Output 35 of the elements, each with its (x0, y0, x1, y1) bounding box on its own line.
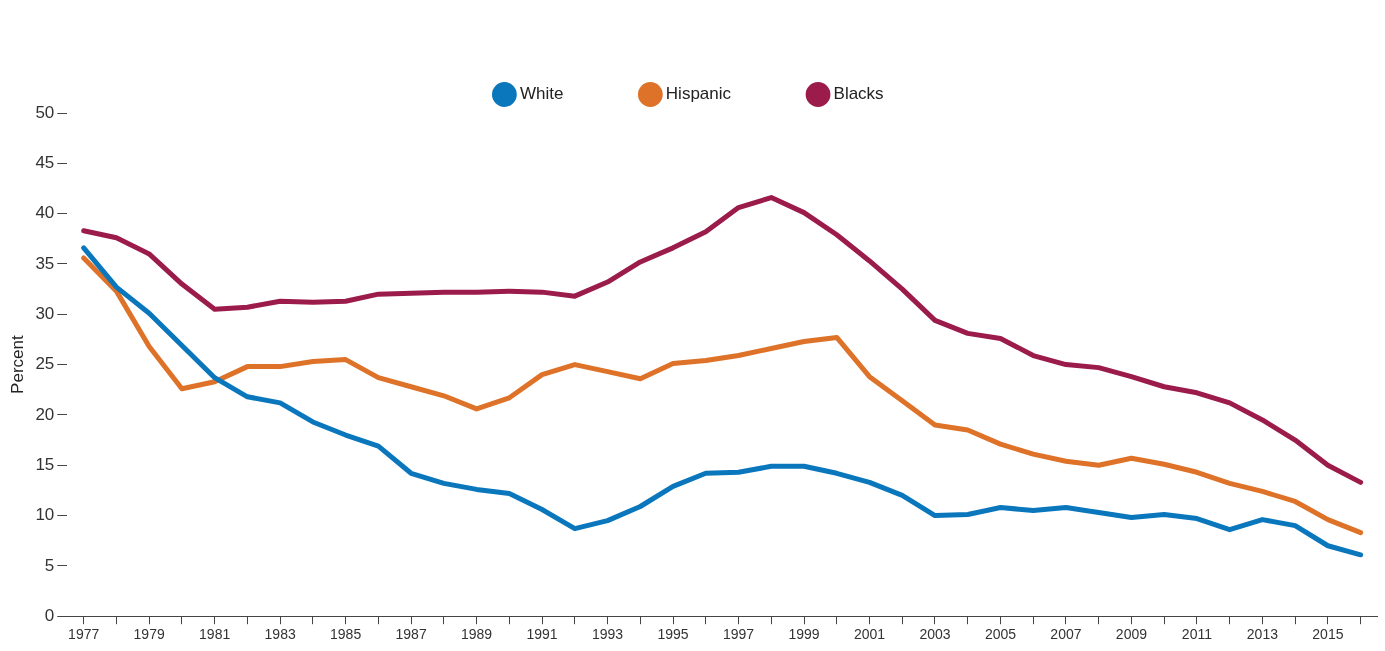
x-tick-label: 1991 (526, 626, 558, 643)
y-tick-label: 45 (35, 153, 55, 173)
x-tick-label: 1979 (133, 626, 165, 643)
x-tick-label: 1997 (722, 626, 755, 643)
y-tick-label: 30 (35, 303, 55, 323)
legend-label: White (519, 84, 564, 104)
x-tick-label: 2001 (853, 626, 886, 643)
x-tick-label: 2005 (984, 626, 1017, 643)
x-tick-label: 2007 (1050, 626, 1082, 643)
x-tick-label: 1985 (330, 626, 362, 643)
x-tick-label: 2013 (1246, 626, 1279, 643)
x-tick-label: 2015 (1312, 626, 1344, 643)
y-tick-label: 5 (44, 555, 55, 575)
x-tick-label: 1999 (788, 626, 820, 643)
y-tick-label: 50 (35, 102, 55, 122)
x-tick-label: 1983 (264, 626, 296, 643)
x-tick-label: 1981 (199, 626, 231, 643)
y-tick-label: 15 (35, 454, 55, 474)
x-tick-label: 2009 (1115, 626, 1148, 643)
x-tick-label: 1995 (657, 626, 689, 643)
x-tick-label: 1993 (591, 626, 624, 643)
y-tick-label: 10 (35, 505, 55, 525)
y-tick-label: 35 (35, 253, 55, 273)
x-tick-label: 2003 (919, 626, 951, 643)
y-axis-title: Percent (7, 335, 27, 394)
x-tick-label: 1987 (395, 626, 427, 643)
legend-label: Blacks (833, 84, 884, 104)
x-tick-label: 2011 (1181, 626, 1213, 643)
y-tick-label: 25 (35, 354, 55, 374)
legend-label: Hispanic (665, 84, 732, 104)
x-tick-label: 1989 (461, 626, 493, 643)
y-tick-label: 40 (35, 203, 55, 223)
y-tick-label: 20 (35, 404, 55, 424)
y-tick-label: 0 (44, 605, 55, 625)
x-tick-label: 1977 (68, 626, 100, 643)
